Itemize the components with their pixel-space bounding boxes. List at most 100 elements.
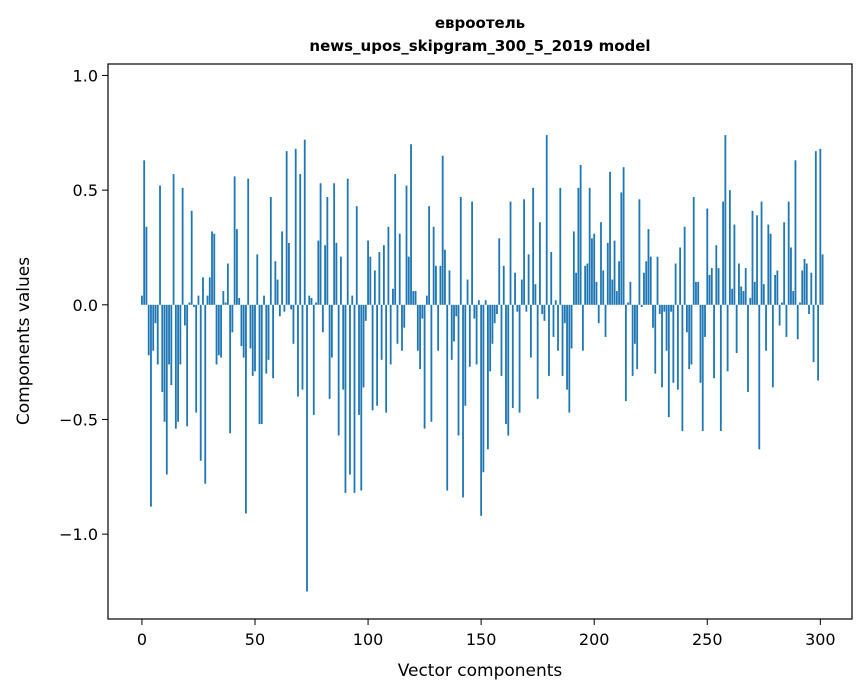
bar (776, 270, 779, 305)
bar (188, 302, 191, 305)
bar (778, 304, 781, 326)
bar (337, 304, 340, 436)
bar (735, 304, 738, 353)
bar (570, 304, 573, 349)
bar (288, 242, 290, 305)
bar (717, 268, 720, 305)
bar (665, 304, 668, 351)
bar (554, 300, 557, 305)
bar (751, 210, 754, 305)
bar (432, 226, 435, 305)
bar (367, 240, 369, 305)
bar (285, 151, 288, 305)
bar (821, 254, 824, 305)
bar (747, 304, 749, 392)
bar (410, 144, 412, 305)
bar (699, 304, 702, 383)
bar (561, 304, 564, 376)
x-axis: 0 50 100 150 200 250 300 (137, 619, 836, 649)
bar (349, 304, 351, 475)
bar (419, 304, 421, 370)
bar (453, 304, 455, 342)
bar (505, 304, 507, 425)
bar (312, 304, 315, 415)
bar (471, 201, 473, 305)
plot-frame (107, 63, 853, 620)
bar (541, 304, 544, 314)
x-tick-label: 200 (579, 630, 610, 649)
bar (466, 279, 469, 305)
bar (263, 295, 265, 305)
bar (421, 304, 424, 319)
bar (631, 304, 634, 376)
bar (814, 151, 817, 305)
bar (658, 304, 661, 314)
bar (208, 277, 211, 305)
bar (575, 272, 578, 305)
bar (740, 286, 743, 305)
x-tick-label: 250 (692, 630, 723, 649)
bar (141, 295, 143, 305)
bar (783, 222, 786, 305)
bar (272, 304, 274, 379)
bar (147, 304, 150, 356)
bar (355, 206, 358, 305)
bar (183, 304, 186, 326)
bar (226, 263, 229, 305)
bar (654, 304, 657, 374)
bar (638, 199, 641, 305)
bar (360, 304, 363, 491)
bar (753, 281, 756, 305)
bar (236, 229, 238, 305)
bar (498, 238, 501, 305)
bar (600, 222, 602, 305)
bar (674, 263, 677, 305)
bar (661, 304, 663, 388)
bar (351, 295, 354, 305)
bar (215, 304, 218, 365)
bar (586, 263, 589, 305)
bar (722, 201, 725, 305)
bar (719, 304, 722, 431)
bar (358, 304, 360, 415)
chart-subtitle: news_upos_skipgram_300_5_2019 model (309, 37, 650, 55)
bar (579, 164, 582, 305)
bar (382, 245, 385, 305)
bar (306, 304, 308, 592)
bar (710, 268, 713, 305)
bar (321, 304, 324, 333)
bar (577, 187, 580, 305)
bar (588, 187, 591, 305)
bar (548, 304, 550, 376)
bar (681, 304, 684, 431)
bar (444, 249, 446, 305)
bar (394, 174, 397, 305)
y-tick-label: 0.5 (73, 181, 98, 200)
bar (652, 304, 654, 328)
bar (618, 261, 620, 305)
bar (190, 210, 193, 305)
bar (663, 304, 666, 312)
bar (477, 300, 480, 305)
bar (319, 183, 322, 305)
bar (428, 206, 431, 305)
bar (197, 295, 200, 305)
bar (790, 247, 792, 305)
bar (514, 272, 516, 305)
bar (609, 171, 611, 305)
bar (220, 304, 222, 358)
bar (340, 256, 342, 305)
bar (701, 304, 704, 431)
bar (303, 139, 306, 305)
bar (593, 233, 596, 305)
bar (267, 304, 270, 360)
bar (294, 148, 297, 305)
bar (602, 270, 605, 305)
bar (584, 265, 587, 305)
x-tick-label: 0 (137, 630, 147, 649)
bar (283, 304, 286, 312)
bar (496, 304, 498, 314)
bar (690, 304, 693, 365)
bar (581, 304, 584, 351)
bar (683, 226, 686, 305)
